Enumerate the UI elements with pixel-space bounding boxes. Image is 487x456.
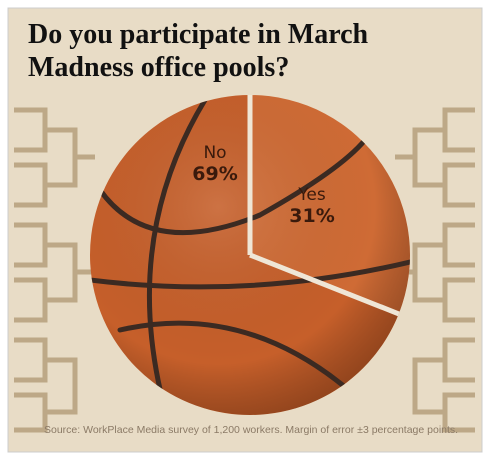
slice-edge bbox=[249, 252, 400, 317]
slice-value: 31% bbox=[289, 205, 334, 227]
source-box: Source: WorkPlace Media survey of 1,200 … bbox=[44, 424, 459, 436]
chart-title: Do you participate in March Madness offi… bbox=[28, 19, 369, 83]
bracket-decoration bbox=[14, 107, 475, 433]
slice-value: 69% bbox=[192, 163, 237, 185]
slice-label: Yes bbox=[297, 185, 326, 205]
slice-label: No bbox=[203, 143, 226, 163]
title-box: Do you participate in March Madness offi… bbox=[28, 19, 369, 83]
source-note: Source: WorkPlace Media survey of 1,200 … bbox=[44, 424, 459, 436]
